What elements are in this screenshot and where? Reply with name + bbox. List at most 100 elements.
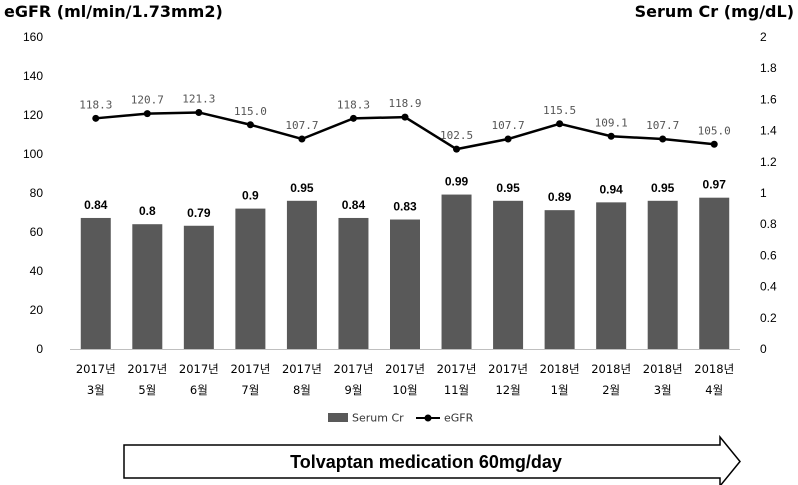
- serum-cr-bar: [699, 197, 730, 349]
- x-category-year: 2017년: [385, 362, 425, 376]
- serum-cr-bar: [493, 200, 524, 349]
- x-axis-categories: 2017년 3월 2017년 5월 2017년 6월 2017년 7월 2017년 8월 2017년…: [76, 362, 734, 397]
- egfr-data-label: 107.7: [492, 119, 525, 132]
- egfr-point: [607, 132, 615, 140]
- egfr-point: [504, 135, 512, 143]
- egfr-data-label: 109.1: [595, 116, 628, 129]
- egfr-labels: 118.3 120.7 121.3 115.0 107.7 118.3 118.9 102.5…: [79, 92, 731, 142]
- egfr-point: [195, 108, 203, 116]
- x-category-month: 2월: [602, 383, 620, 397]
- y-left-tick-label: 20: [30, 303, 44, 317]
- y-left-axis-title: eGFR (ml/min/1.73mm2): [4, 2, 223, 21]
- serum-cr-data-label: 0.95: [290, 181, 314, 195]
- serum-cr-data-label: 0.95: [496, 181, 520, 195]
- egfr-data-label: 115.0: [234, 105, 267, 118]
- x-category-year: 2017년: [127, 362, 167, 376]
- serum-cr-bar: [544, 210, 575, 349]
- serum-cr-data-label: 0.84: [342, 198, 366, 212]
- y-right-tick-label: 0.2: [760, 311, 777, 325]
- egfr-data-label: 118.3: [337, 98, 370, 111]
- egfr-data-label: 115.5: [543, 104, 576, 117]
- egfr-data-label: 118.3: [79, 98, 112, 111]
- serum-cr-bars: [80, 194, 730, 349]
- serum-cr-bar: [80, 217, 111, 349]
- egfr-data-label: 118.9: [388, 97, 421, 110]
- serum-cr-data-label: 0.95: [651, 181, 675, 195]
- serum-cr-bar: [390, 219, 420, 349]
- egfr-point: [92, 114, 100, 122]
- egfr-line: [92, 108, 718, 153]
- y-left-ticks: 0 20 40 60 80 100 120 140 160: [23, 30, 43, 356]
- y-left-tick-label: 100: [23, 147, 43, 161]
- x-category-month: 11월: [444, 383, 469, 397]
- x-category-year: 2017년: [76, 362, 116, 376]
- egfr-data-label: 102.5: [440, 129, 473, 142]
- egfr-point: [349, 114, 357, 122]
- y-left-tick-label: 60: [30, 225, 44, 239]
- y-right-tick-label: 1: [760, 186, 767, 200]
- y-right-tick-label: 2: [760, 30, 767, 44]
- serum-cr-bar: [596, 202, 627, 349]
- x-category-year: 2018년: [643, 362, 683, 376]
- serum-cr-bar: [338, 217, 369, 349]
- serum-cr-data-label: 0.97: [703, 178, 727, 192]
- x-category-year: 2018년: [540, 362, 580, 376]
- egfr-point: [143, 110, 151, 118]
- y-right-tick-label: 1.8: [760, 61, 777, 75]
- x-category-year: 2017년: [230, 362, 270, 376]
- y-right-tick-label: 0.6: [760, 248, 777, 262]
- egfr-point: [659, 135, 667, 143]
- x-category-month: 3월: [87, 383, 105, 397]
- y-right-tick-label: 0.4: [760, 280, 777, 294]
- x-category-month: 9월: [345, 383, 363, 397]
- y-right-tick-label: 1.2: [760, 155, 777, 169]
- egfr-point: [710, 140, 718, 148]
- serum-cr-data-label: 0.83: [393, 200, 417, 214]
- x-category-month: 4월: [705, 383, 723, 397]
- egfr-data-label: 120.7: [131, 94, 164, 107]
- egfr-point: [453, 145, 461, 153]
- egfr-data-label: 121.3: [182, 92, 215, 105]
- egfr-point: [401, 113, 409, 121]
- serum-cr-bar: [183, 225, 214, 349]
- egfr-data-label: 105.0: [698, 124, 731, 137]
- legend-swatch-serum-cr: [328, 413, 348, 422]
- x-category-year: 2017년: [334, 362, 374, 376]
- serum-cr-data-label: 0.84: [84, 198, 108, 212]
- serum-cr-data-label: 0.94: [599, 182, 623, 196]
- x-category-month: 6월: [190, 383, 208, 397]
- x-category-year: 2017년: [437, 362, 477, 376]
- serum-cr-data-label: 0.8: [139, 204, 156, 218]
- egfr-data-label: 107.7: [646, 119, 679, 132]
- x-category-year: 2017년: [282, 362, 322, 376]
- serum-cr-bar: [286, 200, 317, 349]
- arrow-label: Tolvaptan medication 60mg/day: [290, 452, 562, 472]
- serum-cr-bar: [647, 200, 678, 349]
- legend-label-egfr: eGFR: [444, 412, 474, 425]
- y-left-tick-label: 160: [23, 30, 43, 44]
- egfr-point: [246, 121, 254, 129]
- x-category-month: 10월: [392, 383, 417, 397]
- x-category-month: 8월: [293, 383, 311, 397]
- y-left-tick-label: 140: [23, 69, 43, 83]
- y-left-tick-label: 80: [30, 186, 44, 200]
- y-right-ticks: 0 0.2 0.4 0.6 0.8 1 1.2 1.4 1.6 1.8 2: [760, 30, 777, 356]
- serum-cr-labels: 0.84 0.8 0.79 0.9 0.95 0.84 0.83 0.99 0.95 0.89 0.…: [84, 175, 726, 220]
- x-category-year: 2018년: [694, 362, 734, 376]
- serum-cr-bar: [235, 208, 266, 349]
- serum-cr-data-label: 0.9: [242, 189, 259, 203]
- egfr-point: [298, 135, 306, 143]
- serum-cr-data-label: 0.99: [445, 175, 469, 189]
- x-category-month: 5월: [138, 383, 156, 397]
- legend-marker-egfr: [424, 414, 432, 422]
- y-right-tick-label: 1.6: [760, 92, 777, 106]
- x-category-year: 2018년: [591, 362, 631, 376]
- legend: Serum Cr eGFR: [328, 412, 474, 425]
- x-category-year: 2017년: [488, 362, 528, 376]
- y-left-tick-label: 40: [30, 264, 44, 278]
- egfr-point: [556, 120, 564, 128]
- legend-label-serum-cr: Serum Cr: [352, 412, 404, 425]
- x-category-year: 2017년: [179, 362, 219, 376]
- y-right-tick-label: 1.4: [760, 124, 777, 138]
- x-category-month: 12월: [495, 383, 520, 397]
